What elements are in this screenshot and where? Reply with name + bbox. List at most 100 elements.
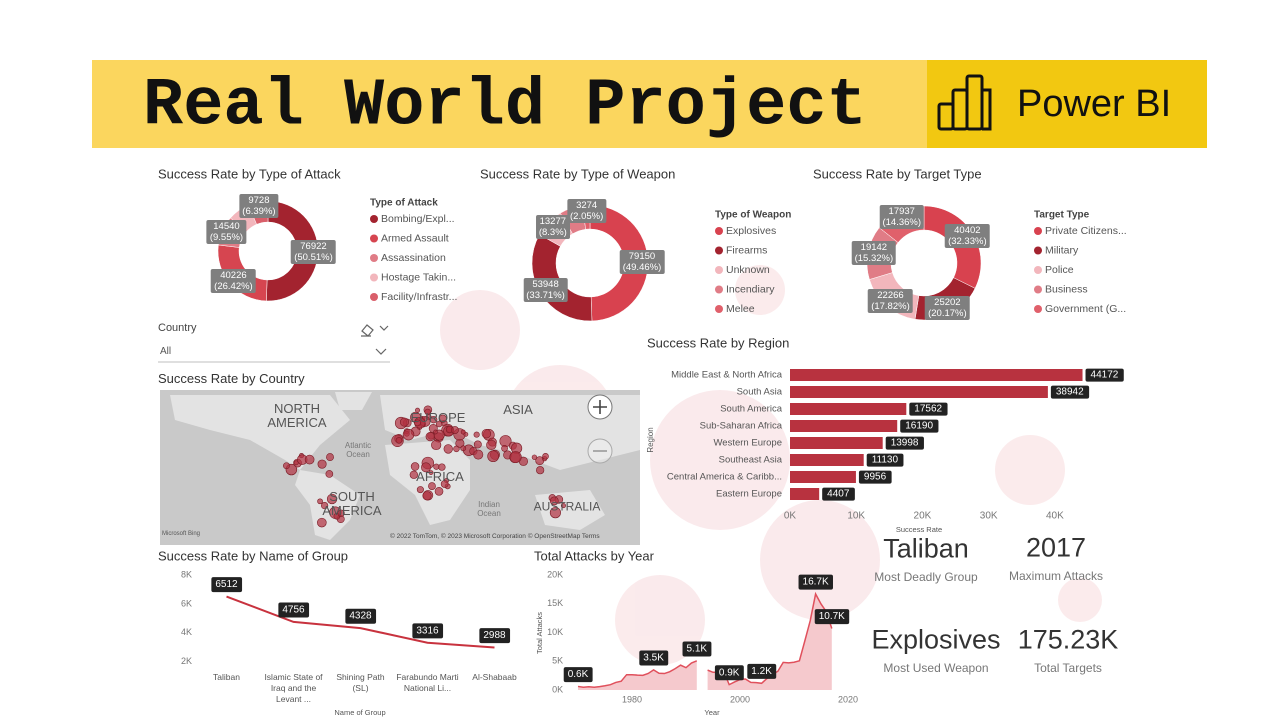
x-tick-label: 2020 [838,694,858,704]
map-bubble [431,439,442,451]
legend-swatch [370,293,378,301]
y-tick-label: 6K [181,598,192,608]
y-tick-label: Sub-Saharan Africa [700,421,783,432]
ocean-label: Atlantic Ocean [344,441,372,459]
legend-swatch [715,285,723,294]
card-label: Total Targets [1034,661,1102,675]
map-bubble [451,426,459,434]
map-bubble [473,440,482,449]
data-label: 19142 (15.32%) [851,241,897,266]
data-label: 14540 (9.55%) [206,220,247,245]
map-bubble [460,429,466,435]
map-bubble [438,414,447,423]
map-bubble [421,462,431,473]
y-tick-label: 10K [547,627,563,637]
legend-label: Unknown [726,264,770,276]
legend-label: Melee [726,303,755,315]
y-tick-label: South America [720,404,782,415]
card-value: Explosives [871,624,1001,655]
y-tick-label: 8K [181,569,192,579]
y-tick-label: Southeast Asia [719,455,783,466]
line [226,595,495,649]
card-value: 175.23K [1017,624,1119,655]
map-bubble [429,415,438,424]
map-bubble [460,445,467,452]
map-bubble [487,450,500,463]
map-bubble [317,517,327,528]
map-bubble [424,408,431,416]
y-tick-label: 5K [552,656,563,666]
map-bubble [409,470,419,479]
zoom-out-button[interactable] [587,438,613,464]
data-label: 13998 [891,438,919,449]
legend-label: Military [1045,244,1079,256]
map-bubble [434,486,444,496]
y-tick-label: 4K [181,627,192,637]
continent-label: EUROPE [410,410,466,425]
bar [790,488,820,500]
x-tick-label: Farabundo Marti National Li... [396,672,459,693]
data-label: 2988 [483,630,506,641]
map-bubble [325,470,334,478]
data-label-bg [885,436,924,450]
data-label: 11130 [872,455,899,466]
data-label-bg [798,574,833,590]
x-tick-label: 0K [784,511,797,522]
map-bubble [560,503,566,509]
data-label-bg [822,487,855,501]
y-axis-title: Region [646,427,655,452]
card-value: Taliban [883,533,969,564]
x-axis-title: Success Rate [896,525,942,534]
legend-label: Bombing/Expl... [381,213,455,225]
brand-name: Power BI [1017,83,1171,125]
card-label: Most Used Weapon [883,661,989,675]
chart-title: Success Rate by Type of Weapon [480,166,675,181]
map-bubble [481,429,492,439]
map-bubble [326,493,338,505]
data-label: 4756 [282,605,305,616]
map-bubble [283,462,290,470]
data-label: 25202 (20.17%) [925,296,970,321]
x-tick-label: 20K [914,511,932,522]
legend-label: Hostage Takin... [381,271,456,283]
bar [790,386,1048,398]
legend-swatch [715,305,723,313]
map-bubble [509,451,522,464]
y-tick-label: 0K [552,684,563,694]
slicer-icons[interactable] [158,324,390,363]
slicer-value[interactable]: All [160,346,172,357]
continent-label: NORTH AMERICA [267,401,327,430]
bar [790,403,907,415]
map-bubble [542,452,549,460]
data-label-bg [563,667,593,683]
data-label-bg [1085,368,1124,382]
data-label: 10.7K [819,611,845,622]
map-bubble [453,445,460,453]
legend-swatch [370,273,378,282]
map-bubble [473,431,480,438]
map-bubble [321,501,329,510]
map-bubble [435,420,443,428]
card-label: Most Deadly Group [874,570,978,584]
legend-label: Assassination [381,252,446,264]
legend-label: Private Citizens... [1045,225,1127,237]
map-bubble [536,466,545,475]
data-label-bg [345,608,377,624]
x-tick-label: Islamic State of Iraq and the Levant ... [264,672,323,704]
legend-swatch [1034,227,1042,235]
zoom-in-button[interactable] [587,394,613,420]
x-tick-label: Al-Shabaab [472,672,517,682]
ocean-label: Indian Ocean [477,500,501,518]
legend-label: Business [1045,283,1088,295]
map-bubble [486,439,497,451]
x-axis-title: Name of Group [334,708,385,717]
card-value: 2017 [1025,532,1087,563]
legend-title: Type of Attack [370,198,438,209]
y-tick-label: 2K [181,656,192,666]
y-tick-label: Central America & Caribb... [667,472,782,483]
x-tick-label: 40K [1046,511,1064,522]
continent-label: AFRICA [416,469,464,484]
map-bubble [473,449,484,460]
data-label: 5.1K [687,643,708,654]
data-label-bg [682,641,712,657]
